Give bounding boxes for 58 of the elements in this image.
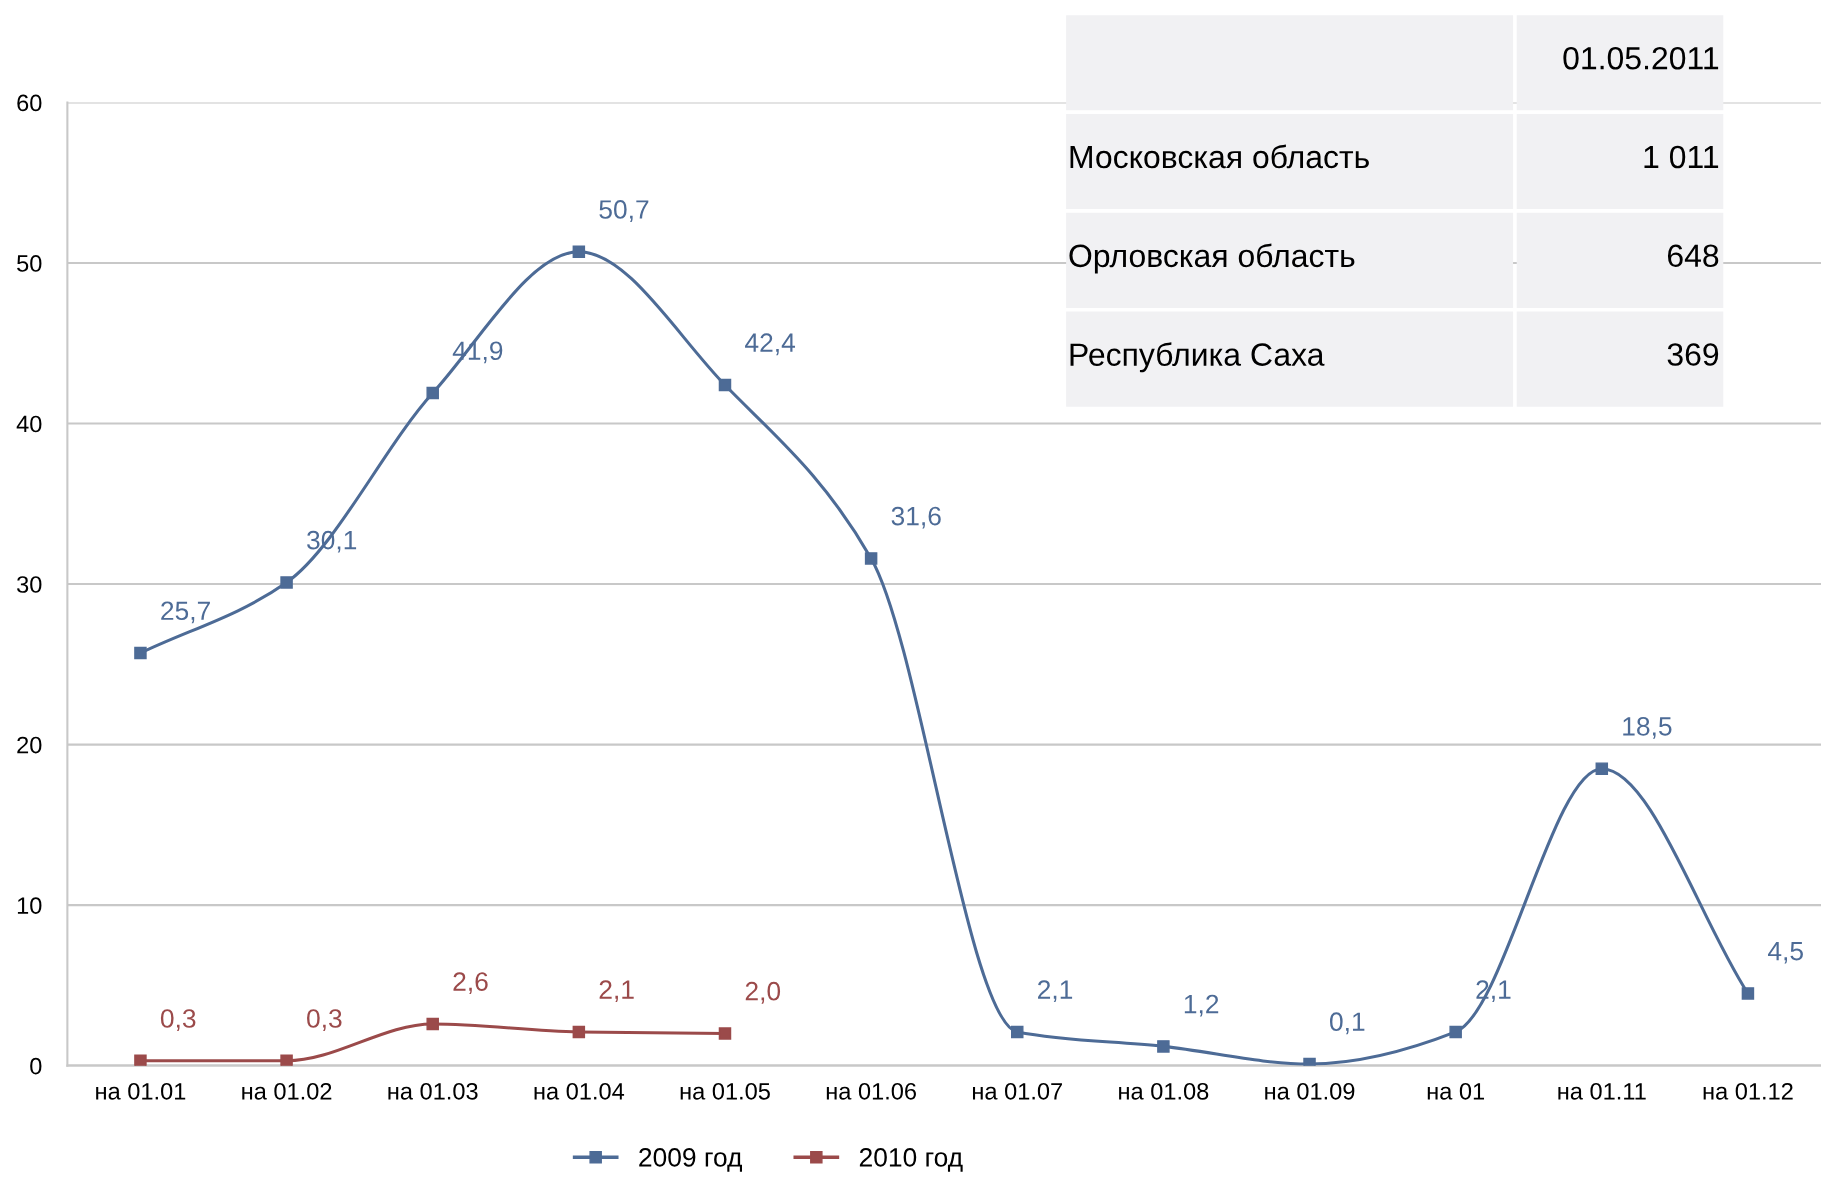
data-label: 4,5: [1767, 942, 1803, 964]
point: [1595, 762, 1609, 775]
legend-label: 2009 год: [639, 1148, 742, 1172]
annotation: 648: [1667, 244, 1719, 268]
x-tick-label: на 01.02: [242, 1082, 332, 1100]
data-label: 31,6: [891, 506, 941, 529]
point: [426, 1017, 439, 1031]
data-label: 0,3: [307, 1009, 342, 1031]
x-tick-label: на 01.05: [680, 1082, 770, 1100]
point: [864, 552, 878, 565]
annotation: Московская область: [1070, 144, 1369, 169]
point: [280, 576, 293, 589]
data-label: 2,1: [1038, 980, 1073, 1003]
annotation: Республика Саха: [1070, 342, 1325, 373]
point: [1011, 1025, 1024, 1039]
x-tick-label: на 01.06: [826, 1082, 916, 1100]
point: [572, 245, 586, 259]
data-label: 2,1: [599, 980, 634, 1003]
point: [134, 1054, 147, 1066]
point: [718, 1027, 732, 1040]
annotation: 369: [1667, 343, 1719, 366]
y-tick-label: 20: [17, 736, 42, 754]
x-tick-label: на 01.09: [1265, 1082, 1355, 1100]
annotation: Орловская область: [1069, 243, 1355, 274]
x-tick-label: на 01.11: [1558, 1082, 1646, 1100]
data-label: 0,1: [1330, 1012, 1365, 1035]
y-tick-label: 10: [17, 897, 42, 914]
x-tick-label: на 01.12: [1703, 1082, 1793, 1100]
point: [1449, 1025, 1462, 1039]
x-tick-label: на 01.01: [96, 1082, 186, 1100]
point: [1157, 1040, 1170, 1053]
data-label: 25,7: [161, 601, 210, 624]
data-label: 2,6: [453, 972, 488, 995]
y-tick-label: 60: [17, 94, 42, 112]
point: [426, 386, 439, 400]
x-tick-label: на 01.08: [1119, 1082, 1209, 1100]
data-label: 50,7: [599, 200, 649, 222]
x-tick-label: на 01.04: [534, 1082, 625, 1100]
y-tick-label: 50: [17, 255, 42, 272]
point: [134, 646, 147, 660]
point: [718, 378, 732, 392]
x-tick-label: на 01.07: [972, 1082, 1062, 1100]
data-label: 1,2: [1184, 994, 1219, 1017]
y-tick-label: 40: [16, 415, 42, 433]
data-label: 18,5: [1623, 717, 1672, 739]
x-tick-label: на 01.03: [388, 1082, 478, 1100]
data-label: 42,4: [745, 333, 796, 356]
legend-label: 2010 год: [859, 1148, 963, 1172]
y-tick-label: 30: [17, 576, 42, 593]
data-label: 2,0: [745, 981, 781, 1004]
point: [280, 1054, 293, 1066]
text: 01.05.2011: [1563, 46, 1719, 70]
point: [1741, 987, 1755, 1000]
point: [572, 1025, 586, 1039]
x-tick-label: на 01: [1427, 1082, 1485, 1100]
annotation: 1 011: [1644, 145, 1719, 169]
y-tick-label: 0: [30, 1057, 42, 1075]
data-label: 0,3: [160, 1009, 196, 1031]
